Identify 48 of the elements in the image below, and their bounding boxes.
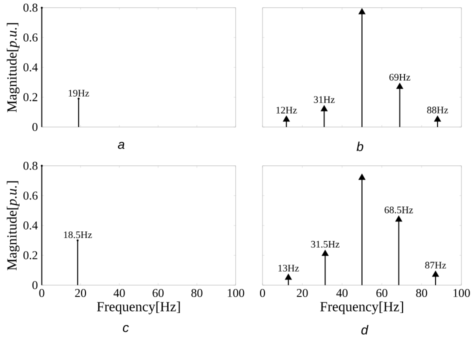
annotation: 87Hz [425, 262, 446, 269]
point [358, 8, 366, 14]
y-tick-label: 0.2 [23, 251, 38, 260]
x-tick-label: 80 [191, 289, 202, 298]
point [322, 250, 328, 256]
text: b [356, 142, 364, 152]
x-tick-label: 40 [336, 289, 348, 298]
x-tick-label: 20 [75, 289, 86, 298]
text: c [122, 325, 129, 332]
y-tick-label: 0.8 [23, 4, 38, 12]
x-tick-label: 80 [416, 289, 428, 298]
point [396, 83, 404, 89]
y-tick-label: 0.4 [23, 63, 38, 72]
y-tick-label: 0.2 [23, 93, 38, 102]
x-tick-label: 100 [228, 289, 244, 298]
point [396, 216, 402, 222]
x-tick-label: 100 [453, 289, 470, 298]
y-tick-label: 0 [32, 123, 38, 132]
annotation: 88Hz [427, 106, 448, 114]
annotation: 69Hz [389, 74, 410, 81]
y-tick-label: 0.4 [23, 222, 38, 230]
annotation: 13Hz [278, 264, 299, 272]
x-axis-title: Frequency[Hz] [96, 302, 180, 314]
x-tick-label: 60 [376, 289, 388, 298]
annotation: 68.5Hz [384, 206, 413, 214]
y-tick-label: 0.6 [23, 34, 38, 42]
annotation: 31.5Hz [311, 241, 340, 248]
x-tick-label: 0 [260, 289, 266, 298]
y-tick-label: 0 [32, 281, 38, 290]
annotation: 12Hz [276, 106, 297, 114]
annotation: 31Hz [314, 96, 335, 104]
x-tick-label: 0 [39, 289, 44, 298]
annotation: 19Hz [68, 90, 90, 97]
point [434, 116, 441, 122]
x-tick-label: 20 [296, 289, 308, 298]
text: d [361, 325, 368, 335]
point [432, 271, 439, 277]
point [283, 116, 290, 122]
x-tick-label: 60 [152, 289, 164, 298]
point [358, 174, 366, 180]
text: a [118, 142, 124, 150]
x-tick-label: 40 [114, 289, 125, 298]
annotation: 18.5Hz [64, 232, 92, 238]
y-tick-label: 0.8 [23, 162, 38, 170]
y-tick-label: 0.6 [23, 192, 38, 200]
point [285, 274, 292, 280]
point [320, 106, 328, 112]
x-axis-title: Frequency[Hz] [320, 302, 404, 314]
